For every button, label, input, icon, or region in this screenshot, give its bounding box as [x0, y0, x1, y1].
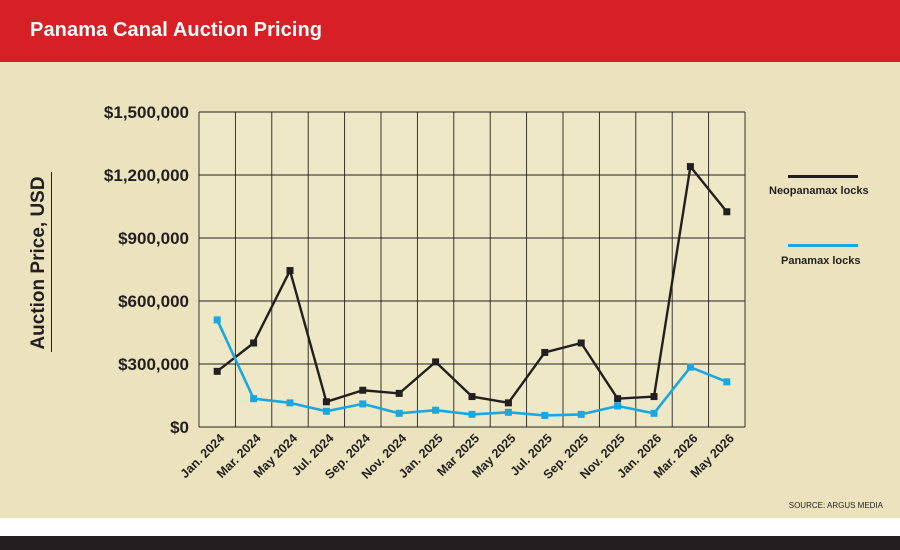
- data-point-neopanamax: [686, 163, 694, 171]
- data-point-neopanamax: [577, 339, 585, 347]
- data-point-panamax: [650, 409, 658, 417]
- data-point-panamax: [468, 410, 476, 418]
- y-tick-label: $300,000: [118, 355, 189, 374]
- y-tick-label: $1,200,000: [104, 166, 189, 185]
- y-tick-label: $600,000: [118, 292, 189, 311]
- data-point-panamax: [250, 395, 258, 403]
- data-point-neopanamax: [614, 395, 622, 403]
- y-tick-label: $1,500,000: [104, 103, 189, 122]
- chart-title: Panama Canal Auction Pricing: [30, 19, 323, 41]
- data-point-panamax: [541, 411, 549, 419]
- data-point-neopanamax: [359, 386, 367, 394]
- data-point-panamax: [359, 400, 367, 408]
- y-tick-label: $0: [170, 418, 189, 437]
- data-point-neopanamax: [723, 208, 731, 216]
- source-note: SOURCE: ARGUS MEDIA: [788, 501, 883, 510]
- data-point-panamax: [504, 408, 512, 416]
- header-bar: Panama Canal Auction Pricing: [0, 0, 900, 62]
- data-point-neopanamax: [541, 348, 549, 356]
- legend-swatch-neopanamax: [788, 175, 858, 178]
- data-point-neopanamax: [468, 393, 476, 401]
- data-point-panamax: [686, 363, 694, 371]
- plot-area: [199, 112, 745, 427]
- data-point-panamax: [577, 410, 585, 418]
- data-point-neopanamax: [432, 358, 440, 366]
- data-point-neopanamax: [322, 398, 330, 406]
- data-point-panamax: [286, 399, 294, 407]
- data-point-neopanamax: [650, 393, 658, 401]
- spacer: [0, 518, 900, 536]
- legend-label-panamax: Panamax locks: [781, 255, 861, 267]
- legend-label-neopanamax: Neopanamax locks: [769, 185, 869, 197]
- y-axis-title: Auction Price, USD: [28, 176, 49, 350]
- data-point-neopanamax: [286, 267, 294, 275]
- legend-swatch-panamax: [788, 244, 858, 247]
- data-point-neopanamax: [395, 389, 403, 397]
- y-tick-label: $900,000: [118, 229, 189, 248]
- data-point-panamax: [395, 409, 403, 417]
- data-point-neopanamax: [250, 339, 258, 347]
- data-point-panamax: [614, 402, 622, 410]
- data-point-neopanamax: [213, 367, 221, 375]
- footer-bar: [0, 536, 900, 550]
- data-point-panamax: [432, 406, 440, 414]
- data-point-neopanamax: [504, 399, 512, 407]
- data-point-panamax: [723, 378, 731, 386]
- data-point-panamax: [213, 316, 221, 324]
- y-axis-title-rule: [51, 172, 52, 352]
- data-point-panamax: [322, 407, 330, 415]
